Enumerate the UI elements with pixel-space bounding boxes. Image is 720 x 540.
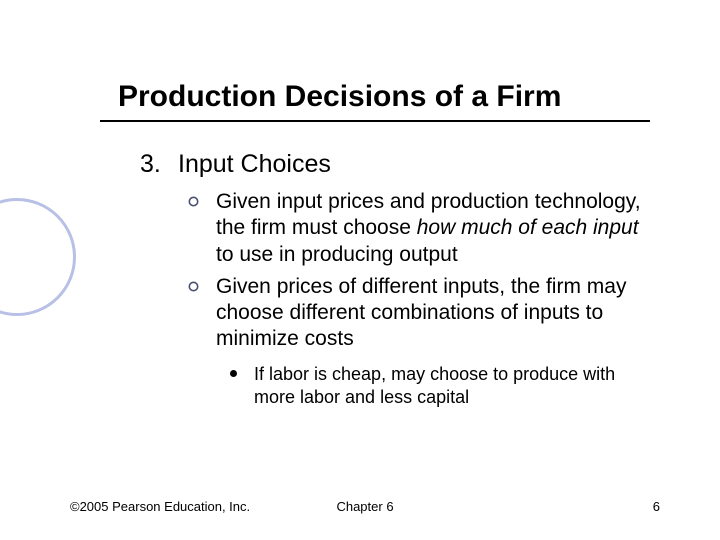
open-circle-icon: [188, 274, 216, 353]
title-underline: [100, 120, 650, 122]
text-run: to use in producing output: [216, 243, 458, 266]
sub-bullet-list: If labor is cheap, may choose to produce…: [230, 363, 650, 410]
footer-page-number: 6: [653, 499, 660, 514]
list-heading: Input Choices: [178, 150, 331, 179]
numbered-list: 3. Input Choices: [140, 150, 650, 179]
footer-chapter: Chapter 6: [336, 499, 393, 514]
list-item: If labor is cheap, may choose to produce…: [230, 363, 650, 410]
list-item: Given input prices and production techno…: [188, 189, 650, 268]
slide: Production Decisions of a Firm 3. Input …: [0, 0, 720, 540]
open-circle-icon: [188, 189, 216, 268]
slide-footer: ©2005 Pearson Education, Inc. Chapter 6 …: [70, 499, 660, 514]
footer-copyright: ©2005 Pearson Education, Inc.: [70, 499, 250, 514]
bullet-text: Given prices of different inputs, the fi…: [216, 274, 650, 353]
sub-bullet-text: If labor is cheap, may choose to produce…: [254, 363, 650, 410]
filled-dot-icon: [230, 363, 254, 410]
list-number: 3.: [140, 150, 178, 179]
text-run: Given prices of different inputs, the fi…: [216, 275, 626, 351]
list-item: Given prices of different inputs, the fi…: [188, 274, 650, 353]
text-emphasis: how much of each input: [417, 216, 639, 239]
bullet-list: Given input prices and production techno…: [188, 189, 650, 353]
list-item: 3. Input Choices: [140, 150, 650, 179]
slide-title: Production Decisions of a Firm: [118, 80, 650, 114]
bullet-text: Given input prices and production techno…: [216, 189, 650, 268]
